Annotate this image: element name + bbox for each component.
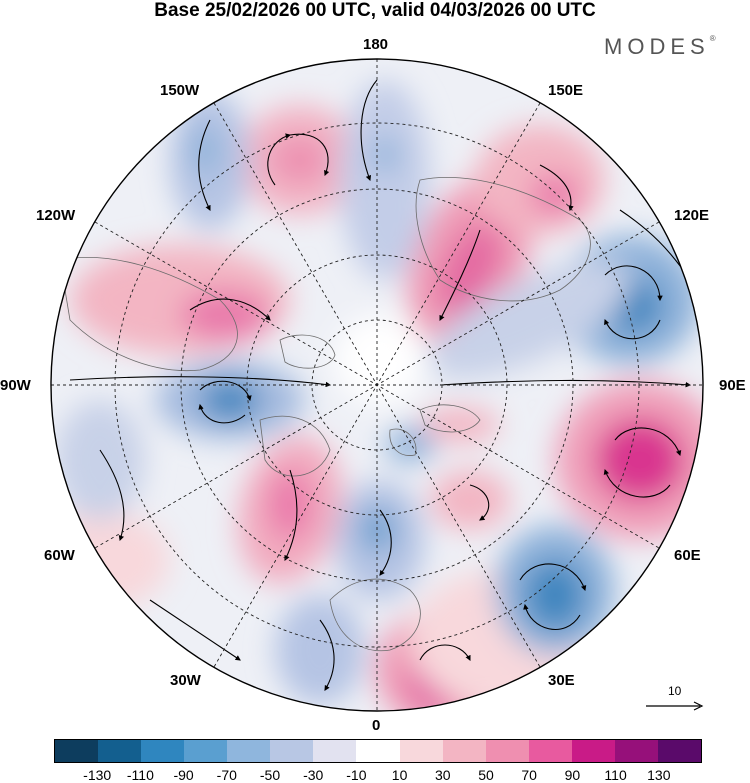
colorbar-tick-label: -130 (83, 767, 112, 783)
lon-label-180: 180 (363, 36, 389, 53)
reference-vector-label: 10 (668, 684, 682, 698)
lon-label-60w: 60W (44, 547, 75, 564)
colorbar-tick-label: -30 (303, 767, 324, 783)
colorbar-tick-label: -50 (259, 767, 281, 783)
lon-label-30e: 30E (548, 672, 575, 689)
colorbar-cell (485, 740, 529, 762)
lon-label-0: 0 (372, 717, 381, 734)
graticule (51, 59, 703, 711)
colorbar-tick-label: -90 (173, 767, 194, 783)
map-title: Base 25/02/2026 00 UTC, valid 04/03/2026… (154, 0, 596, 21)
reference-vector-arrow (646, 701, 704, 711)
colorbar-tick-label: 110 (604, 767, 627, 783)
colorbar-cell (270, 740, 314, 762)
colorbar (54, 739, 702, 763)
colorbar-cell (55, 740, 99, 762)
lon-label-90e: 90E (719, 377, 746, 394)
colorbar-tick-label: -10 (346, 767, 367, 783)
lon-label-120e: 120E (674, 207, 710, 224)
lon-label-150w: 150W (160, 82, 200, 99)
lon-label-30w: 30W (170, 672, 201, 689)
colorbar-tick-label: -110 (126, 767, 154, 783)
colorbar-tick-label: 30 (435, 767, 451, 783)
lon-label-60e: 60E (674, 547, 701, 564)
colorbar-tick-label: 130 (647, 767, 671, 783)
colorbar-cell (657, 740, 701, 762)
colorbar-cell (227, 740, 271, 762)
lon-label-120w: 120W (36, 207, 76, 224)
colorbar-tick-label: -70 (216, 767, 237, 783)
colorbar-cell (313, 740, 357, 762)
colorbar-tick-label: 70 (521, 767, 537, 783)
map-boundary (50, 58, 704, 712)
coastlines (59, 177, 591, 652)
colorbar-cell (442, 740, 486, 762)
lon-label-90w: 90W (0, 377, 31, 394)
colorbar-cell (98, 740, 142, 762)
colorbar-cell (614, 740, 658, 762)
colorbar-tick-label: 90 (564, 767, 581, 783)
colorbar-cell (184, 740, 228, 762)
colorbar-cell (528, 740, 572, 762)
colorbar-cell (399, 740, 443, 762)
anomaly-field (51, 59, 703, 711)
colorbar-tick-label: 10 (391, 767, 408, 783)
brand-logo: MODES® (604, 34, 716, 59)
lon-label-150e: 150E (548, 82, 584, 99)
colorbar-cell (571, 740, 615, 762)
colorbar-cell (141, 740, 185, 762)
colorbar-cell (356, 740, 400, 762)
colorbar-tick-label: 50 (478, 767, 494, 783)
